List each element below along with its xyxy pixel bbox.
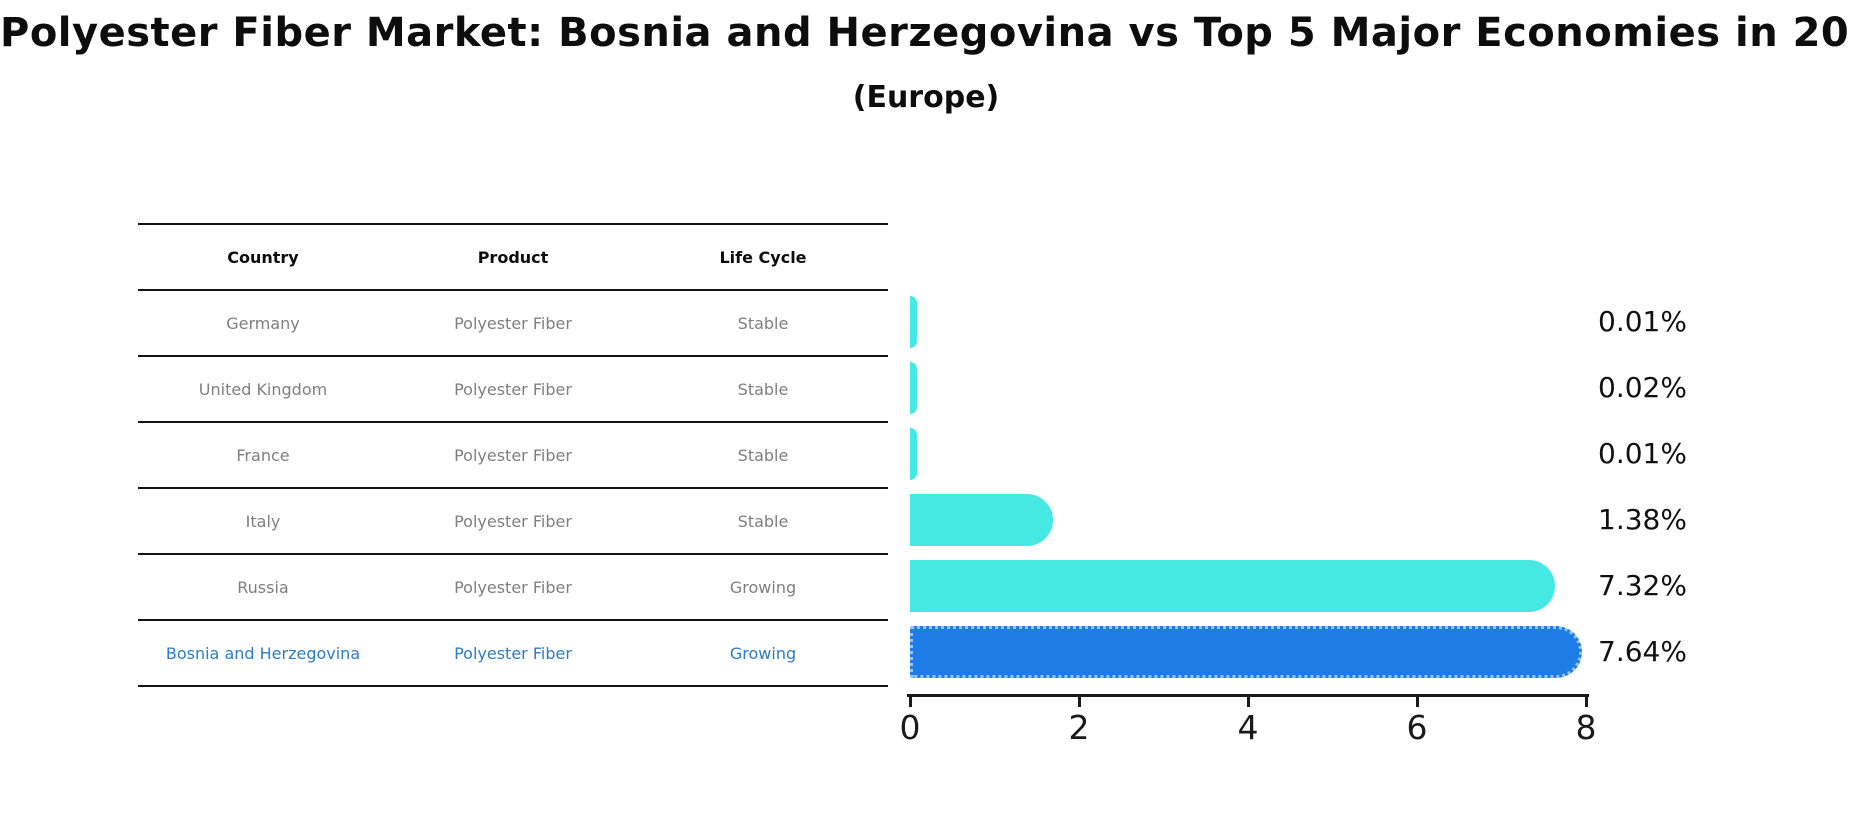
- chart-title: Polyester Fiber Market: Bosnia and Herze…: [0, 10, 1852, 56]
- x-axis-tick: [908, 697, 912, 707]
- country-cell: Bosnia and Herzegovina: [165, 643, 361, 663]
- bar-value-label: 1.38%: [1598, 503, 1687, 536]
- bar-value-label: 7.64%: [1598, 635, 1687, 668]
- life-cycle-cell: Stable: [737, 313, 789, 333]
- life-cycle-cell: Growing: [729, 577, 797, 597]
- product-cell: Polyester Fiber: [454, 379, 572, 399]
- chart-subtitle: (Europe): [852, 80, 1000, 115]
- product-cell: Polyester Fiber: [454, 577, 572, 597]
- bar-value-label: 0.01%: [1598, 305, 1687, 338]
- column-header-product: Product: [477, 247, 549, 267]
- bar-bosnia-and-herzegovina: [910, 626, 1582, 678]
- table-row: Bosnia and Herzegovina Polyester Fiber Gro…: [138, 621, 888, 687]
- country-cell: United Kingdom: [198, 379, 328, 399]
- life-cycle-cell: Growing: [729, 643, 797, 663]
- table-header-row: Country Product Life Cycle: [138, 223, 888, 291]
- x-axis-tick-label: 2: [1068, 708, 1090, 747]
- bar-value-label: 7.32%: [1598, 569, 1687, 602]
- x-axis-tick: [1415, 697, 1419, 707]
- bar-france: [910, 428, 917, 480]
- life-cycle-cell: Stable: [737, 511, 789, 531]
- product-cell: Polyester Fiber: [454, 445, 572, 465]
- product-cell: Polyester Fiber: [454, 643, 572, 663]
- country-cell: Russia: [237, 577, 289, 597]
- country-cell: Germany: [226, 313, 300, 333]
- table-row: Russia Polyester Fiber Growing: [138, 555, 888, 621]
- country-cell: France: [236, 445, 290, 465]
- column-header-country: Country: [227, 247, 299, 267]
- table-row: Germany Polyester Fiber Stable: [138, 291, 888, 357]
- x-axis-tick-label: 0: [899, 708, 921, 747]
- product-cell: Polyester Fiber: [454, 511, 572, 531]
- table-row: Italy Polyester Fiber Stable: [138, 489, 888, 555]
- bar-italy: [910, 494, 1053, 546]
- country-cell: Italy: [245, 511, 281, 531]
- x-axis-tick: [1246, 697, 1250, 707]
- bar-russia: [910, 560, 1555, 612]
- x-axis-tick-label: 4: [1237, 708, 1259, 747]
- table-row: France Polyester Fiber Stable: [138, 423, 888, 489]
- country-info-table: Country Product Life Cycle Germany Polyes…: [138, 223, 888, 687]
- bar-germany: [910, 296, 917, 348]
- bar-value-label: 0.02%: [1598, 371, 1687, 404]
- x-axis-tick: [1077, 697, 1081, 707]
- bar-united-kingdom: [910, 362, 917, 414]
- life-cycle-cell: Stable: [737, 379, 789, 399]
- bar-value-label: 0.01%: [1598, 437, 1687, 470]
- column-header-life-cycle: Life Cycle: [719, 247, 807, 267]
- table-row: United Kingdom Polyester Fiber Stable: [138, 357, 888, 423]
- product-cell: Polyester Fiber: [454, 313, 572, 333]
- x-axis-tick: [1584, 697, 1588, 707]
- x-axis-tick-label: 8: [1575, 708, 1597, 747]
- x-axis-tick-label: 6: [1406, 708, 1428, 747]
- life-cycle-cell: Stable: [737, 445, 789, 465]
- table-body: Germany Polyester Fiber Stable United Kingd…: [138, 291, 888, 687]
- x-axis-line: [907, 694, 1589, 697]
